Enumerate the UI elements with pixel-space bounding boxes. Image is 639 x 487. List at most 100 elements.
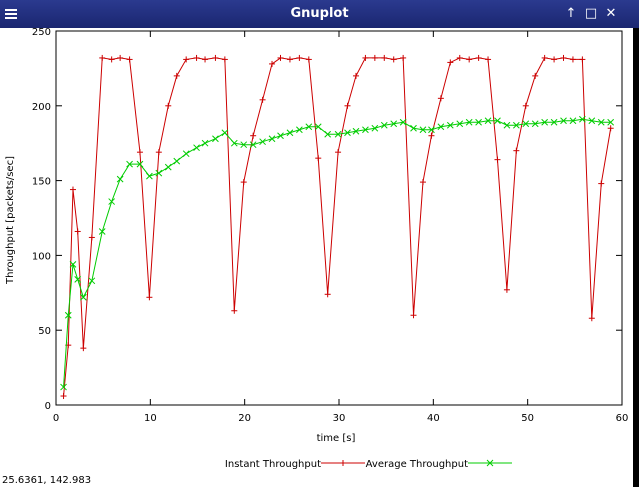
data-point bbox=[136, 149, 143, 156]
data-point bbox=[259, 96, 266, 103]
legend-label: Instant Throughput bbox=[225, 459, 321, 470]
data-point bbox=[268, 135, 276, 143]
data-point bbox=[541, 54, 548, 61]
data-point bbox=[165, 102, 172, 109]
data-point bbox=[60, 393, 67, 400]
data-point bbox=[475, 118, 482, 126]
data-point bbox=[560, 117, 567, 125]
data-point bbox=[193, 54, 200, 61]
data-point bbox=[588, 315, 595, 322]
data-point bbox=[240, 141, 248, 149]
window-titlebar[interactable]: Gnuplot ↑ □ ✕ bbox=[0, 0, 639, 28]
data-point bbox=[221, 129, 229, 137]
throughput-chart[interactable]: 0 10 20 30 40 50 60 0 50 100 150 200 250 time [s] Th… bbox=[0, 27, 633, 473]
data-point bbox=[146, 294, 153, 301]
data-point bbox=[64, 311, 72, 319]
x-tick-label: 60 bbox=[616, 413, 629, 424]
data-point bbox=[456, 120, 464, 128]
legend-marker bbox=[486, 459, 494, 467]
data-point bbox=[314, 123, 322, 131]
data-point bbox=[230, 139, 238, 147]
data-point bbox=[296, 126, 303, 134]
data-point bbox=[286, 129, 294, 137]
y-tick-label: 250 bbox=[32, 28, 51, 38]
data-point bbox=[324, 291, 331, 298]
data-point bbox=[400, 54, 407, 61]
data-point bbox=[503, 121, 511, 129]
data-point bbox=[588, 117, 596, 125]
data-point bbox=[344, 129, 351, 137]
data-point bbox=[249, 141, 257, 149]
data-point bbox=[579, 115, 586, 123]
data-point bbox=[173, 72, 180, 79]
data-point bbox=[446, 121, 454, 129]
data-point bbox=[607, 118, 615, 126]
plot-area[interactable]: 0 10 20 30 40 50 60 0 50 100 150 200 250 time [s] Th… bbox=[0, 27, 633, 473]
x-tick-label: 40 bbox=[427, 413, 440, 424]
data-point bbox=[437, 95, 444, 102]
data-point bbox=[390, 56, 397, 63]
y-tick-label: 50 bbox=[38, 326, 51, 337]
data-point bbox=[99, 54, 106, 61]
legend-marker bbox=[340, 460, 346, 466]
data-point bbox=[399, 118, 407, 126]
data-point bbox=[597, 118, 605, 126]
data-point bbox=[447, 59, 454, 66]
data-point bbox=[212, 54, 219, 61]
data-point bbox=[74, 275, 82, 283]
data-point bbox=[371, 54, 378, 61]
data-point bbox=[475, 54, 482, 61]
data-point bbox=[380, 121, 388, 129]
data-point bbox=[277, 54, 284, 61]
data-point bbox=[381, 54, 388, 61]
data-point bbox=[465, 118, 473, 126]
close-window-icon[interactable]: ✕ bbox=[605, 6, 617, 21]
data-point bbox=[269, 60, 276, 67]
data-point bbox=[286, 56, 293, 63]
data-point bbox=[334, 130, 342, 138]
data-point bbox=[513, 147, 520, 154]
data-point bbox=[362, 126, 369, 134]
data-point bbox=[503, 286, 510, 293]
data-point bbox=[250, 132, 257, 139]
data-point bbox=[362, 54, 369, 61]
data-point bbox=[569, 117, 577, 125]
data-point bbox=[259, 138, 266, 146]
data-point bbox=[410, 312, 417, 319]
data-point bbox=[146, 172, 153, 180]
x-tick-label: 50 bbox=[521, 413, 534, 424]
x-axis-label: time [s] bbox=[317, 433, 356, 444]
data-point bbox=[126, 56, 133, 63]
data-point bbox=[182, 150, 190, 158]
data-point bbox=[240, 179, 247, 186]
maximize-arrow-icon[interactable]: ↑ bbox=[565, 6, 577, 21]
data-point bbox=[108, 198, 116, 205]
y-axis-label: Throughput [packets/sec] bbox=[5, 156, 16, 285]
data-point bbox=[550, 118, 558, 126]
data-point bbox=[126, 160, 133, 168]
y-tick-label: 150 bbox=[32, 177, 51, 188]
data-point bbox=[531, 120, 539, 128]
data-point bbox=[484, 117, 492, 125]
data-point bbox=[155, 169, 163, 177]
data-point bbox=[579, 56, 586, 63]
data-point bbox=[108, 56, 115, 63]
data-point bbox=[117, 54, 124, 61]
data-point bbox=[164, 163, 172, 171]
x-tick-label: 0 bbox=[53, 413, 59, 424]
data-point bbox=[193, 144, 200, 152]
data-point bbox=[116, 175, 124, 183]
window-menu-icon[interactable] bbox=[3, 6, 19, 22]
data-point bbox=[69, 186, 76, 193]
data-point bbox=[60, 383, 67, 391]
data-point bbox=[551, 56, 558, 63]
data-point bbox=[569, 56, 576, 63]
data-point bbox=[183, 56, 190, 63]
data-point bbox=[541, 118, 549, 126]
x-tick-label: 30 bbox=[333, 413, 346, 424]
data-point bbox=[371, 124, 379, 132]
data-point bbox=[494, 156, 501, 163]
restore-window-icon[interactable]: □ bbox=[584, 6, 598, 21]
data-point bbox=[296, 54, 303, 61]
data-point bbox=[305, 123, 313, 131]
